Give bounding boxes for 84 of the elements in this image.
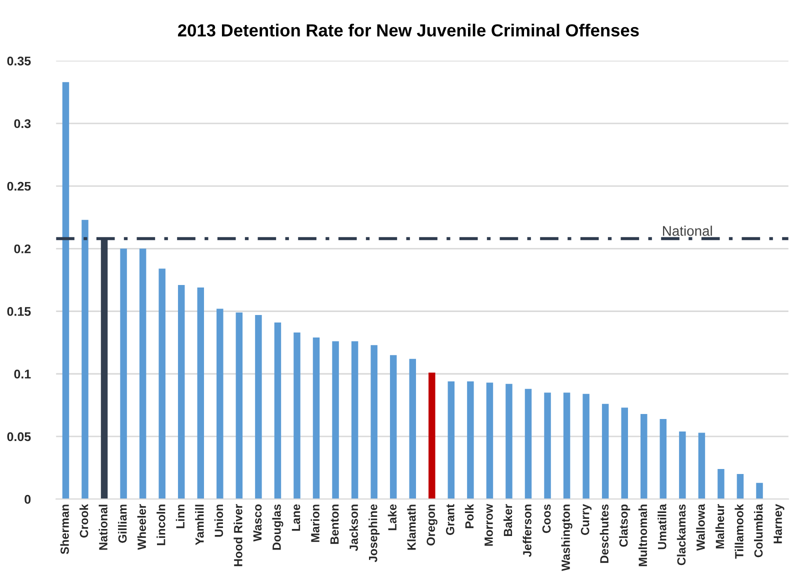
bar xyxy=(255,315,262,500)
y-tick-label: 0.1 xyxy=(14,370,31,379)
x-tick-label: Grant xyxy=(446,504,454,535)
x-tick-label: Jackson xyxy=(349,504,358,552)
bar xyxy=(698,432,706,500)
bar xyxy=(62,82,70,500)
x-tick-label: Coos xyxy=(542,504,551,533)
x-tick-label: Douglas xyxy=(272,504,284,550)
x-tick-label: Washington xyxy=(561,504,572,572)
y-tick-label: 0.05 xyxy=(7,432,31,442)
x-tick-label: Josephine xyxy=(368,504,380,562)
y-tick-label: 0.25 xyxy=(7,182,31,191)
y-tick-label: 0.35 xyxy=(7,56,31,66)
x-tick-label: Lane xyxy=(292,504,300,531)
x-tick-label: Deschutes xyxy=(600,504,609,563)
bar xyxy=(467,381,474,500)
bar xyxy=(448,381,455,500)
x-tick-label: Malheur xyxy=(715,504,724,548)
bar xyxy=(679,431,686,500)
bar xyxy=(236,312,243,500)
bar xyxy=(216,308,224,500)
y-tick-label: 0.15 xyxy=(7,307,31,316)
x-tick-label: Linn xyxy=(176,504,184,528)
x-tick-label: Clatsop xyxy=(619,504,630,547)
x-tick-label: Sherman xyxy=(60,504,69,554)
bar xyxy=(486,382,494,500)
bar xyxy=(178,284,185,500)
x-tick-label: Wheeler xyxy=(137,504,146,550)
x-tick-label: Union xyxy=(214,504,224,537)
x-tick-label: Klamath xyxy=(407,504,416,550)
x-tick-label: Oregon xyxy=(426,504,438,546)
bar xyxy=(409,358,416,500)
x-tick-label: Wasco xyxy=(253,504,262,542)
bar xyxy=(158,268,166,500)
x-tick-label: Umatilla xyxy=(658,504,666,550)
x-tick-label: Clackamas xyxy=(676,504,686,566)
bar xyxy=(660,418,667,500)
chart-title: 2013 Detention Rate for New Juvenile Criminal Offenses xyxy=(178,24,639,37)
x-tick-label: National xyxy=(98,504,108,550)
x-tick-label: Morrow xyxy=(484,504,493,546)
x-tick-label: Hood River xyxy=(234,504,242,566)
bar xyxy=(351,341,358,500)
x-tick-label: Polk xyxy=(464,504,474,528)
bar xyxy=(370,345,378,500)
y-tick-label: 0 xyxy=(24,494,31,504)
x-tick-label: Columbia xyxy=(754,504,763,558)
x-tick-label: Lake xyxy=(388,504,397,530)
y-tick-label: 0.3 xyxy=(14,119,31,128)
bar xyxy=(524,388,532,500)
x-tick-label: Tillamook xyxy=(734,504,744,559)
x-tick-label: Curry xyxy=(580,504,592,535)
bar xyxy=(602,404,609,500)
bar xyxy=(506,384,512,500)
bar xyxy=(756,482,763,500)
x-tick-label: Harney xyxy=(774,504,784,544)
x-tick-label: Gilliam xyxy=(118,504,127,543)
bar xyxy=(332,341,339,500)
ref-line-label: National xyxy=(663,226,712,236)
bar xyxy=(139,248,146,500)
bar xyxy=(274,322,282,500)
x-tick-label: Yamhill xyxy=(195,504,204,546)
bar xyxy=(736,474,744,500)
bar xyxy=(312,338,320,500)
bar xyxy=(582,394,590,500)
bar xyxy=(197,287,204,500)
x-tick-label: Jefferson xyxy=(522,504,532,557)
bar xyxy=(294,332,300,500)
x-tick-label: Marion xyxy=(310,504,320,542)
bar xyxy=(718,469,724,500)
y-tick-label: 0.2 xyxy=(14,244,31,254)
bar xyxy=(82,220,88,500)
x-tick-label: Wallowa xyxy=(696,504,705,551)
bar xyxy=(428,372,436,500)
bar xyxy=(563,392,570,500)
bar xyxy=(621,408,628,500)
bar xyxy=(120,248,127,500)
x-tick-label: Benton xyxy=(330,504,339,544)
x-tick-label: Lincoln xyxy=(156,504,166,546)
bar xyxy=(544,392,551,500)
x-tick-label: Multnomah xyxy=(638,504,648,566)
bar xyxy=(640,414,648,500)
x-tick-label: Crook xyxy=(79,504,88,538)
bar xyxy=(390,355,397,500)
x-tick-label: Baker xyxy=(503,504,512,536)
